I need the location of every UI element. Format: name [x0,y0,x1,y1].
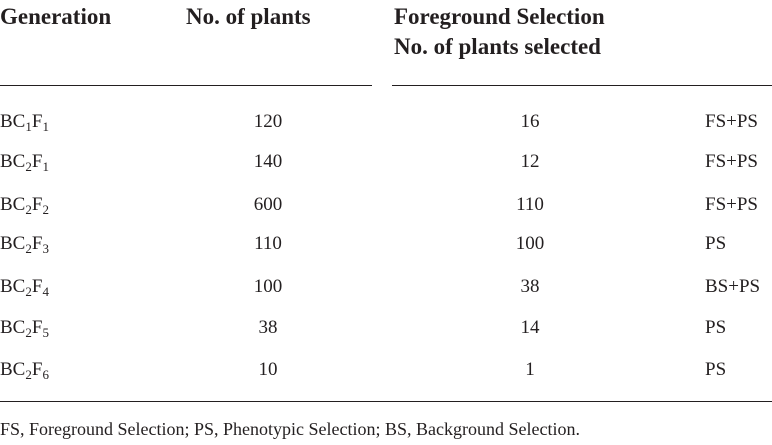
table-cell: 120 [253,111,283,132]
table-cell: 14 [520,317,540,338]
subscript: 2 [25,325,32,340]
table-cell: FS+PS [705,194,758,215]
subscript: 2 [25,284,32,299]
subscript: 2 [25,159,32,174]
subscript: 1 [42,159,49,174]
subscript: 2 [25,367,32,382]
subscript: 2 [25,202,32,217]
text: F [31,233,43,254]
header-rule [392,85,772,86]
text: BC [0,233,26,254]
text: F [31,151,43,172]
table-cell: BC2F3 [0,232,49,256]
table-cell: BC1F1 [0,110,49,134]
table-cell: 110 [254,233,282,254]
header-rule [0,85,372,86]
table-cell: BC2F6 [0,358,49,382]
header-cell: Generation [0,4,112,29]
table-cell: 140 [253,151,283,172]
table-cell: 1 [525,359,535,380]
table-cell: 10 [258,359,278,380]
table-cell: FS+PS [705,111,758,132]
subscript: 4 [42,284,49,299]
header-cell: No. of plants selected [394,34,601,59]
table-cell: BC2F4 [0,275,49,299]
text: BC [0,276,26,297]
subscript: 2 [42,202,49,217]
header-cell: Foreground Selection [394,4,605,29]
table-cell: PS [705,317,727,338]
header-cell: No. of plants [186,4,311,29]
table-cell: 38 [258,317,278,338]
table-cell: BS+PS [705,276,761,297]
subscript: 3 [42,241,49,256]
text: BC [0,111,26,132]
table-cell: FS+PS [705,151,758,172]
text: BC [0,317,26,338]
subscript: 6 [42,367,49,382]
table-cell: 600 [253,194,283,215]
table-cell: 16 [520,111,540,132]
subscript: 1 [25,119,32,134]
text: F [31,276,43,297]
text: F [31,317,43,338]
text: F [31,111,43,132]
table-cell: 38 [520,276,540,297]
subscript: 5 [42,325,49,340]
text: F [31,194,43,215]
table-cell: 100 [253,276,283,297]
footnote: FS, Foreground Selection; PS, Phenotypic… [0,419,580,439]
table-cell: PS [705,233,727,254]
table-cell: BC2F1 [0,150,49,174]
table-cell: BC2F2 [0,193,49,217]
subscript: 2 [25,241,32,256]
table-cell: 110 [516,194,544,215]
table-cell: BC2F5 [0,316,49,340]
text: F [31,359,43,380]
text: BC [0,359,26,380]
table-cell: PS [705,359,727,380]
text: BC [0,151,26,172]
table-cell: 12 [520,151,540,172]
table-cell: 100 [515,233,545,254]
subscript: 1 [42,119,49,134]
bottom-rule [0,401,772,402]
text: BC [0,194,26,215]
